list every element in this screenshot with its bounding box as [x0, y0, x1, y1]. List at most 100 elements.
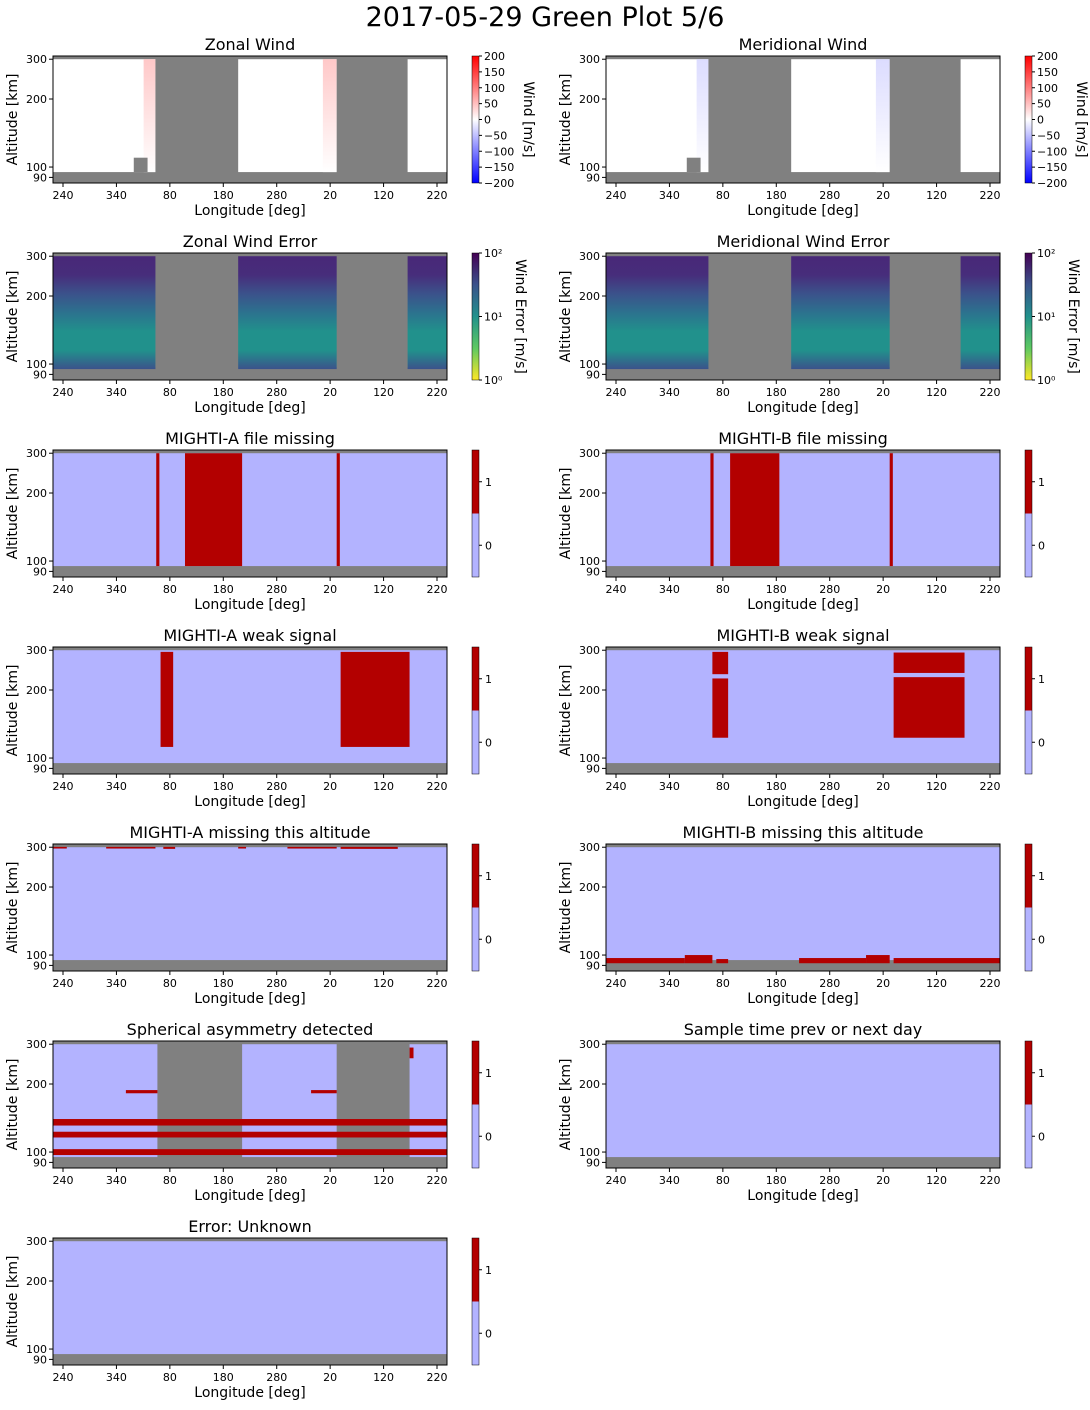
x-tick-label: 240 — [606, 386, 627, 399]
flag-region — [712, 651, 729, 675]
x-tick-label: 20 — [323, 780, 337, 793]
x-axis-label: Longitude [deg] — [194, 794, 305, 810]
colorbar-frame — [1024, 1040, 1033, 1169]
x-tick-label: 340 — [106, 1174, 127, 1187]
x-tick-label: 280 — [819, 977, 840, 990]
colorbar-frame — [1024, 843, 1033, 972]
x-tick-label: 240 — [53, 189, 74, 202]
x-tick-label: 20 — [876, 977, 890, 990]
x-tick-label: 340 — [106, 386, 127, 399]
wind-tint — [875, 59, 890, 173]
y-tick-label: 200 — [26, 1078, 47, 1091]
missing-column — [336, 253, 408, 380]
flag-region — [336, 453, 340, 567]
colorbar-tick-label: 10⁰ — [484, 374, 503, 387]
flag-region — [156, 453, 160, 567]
axes-frame — [52, 55, 448, 184]
x-tick-label: 220 — [980, 977, 1001, 990]
colorbar: 10² 10¹ 10⁰ Wind Error [m/s] — [471, 247, 528, 387]
flag-region — [409, 1047, 414, 1059]
colorbar-tick-label: −100 — [1037, 145, 1067, 158]
flag-region — [184, 453, 243, 567]
colorbar-tick-label: 0 — [485, 1130, 492, 1143]
y-axis-label: Altitude [km] — [5, 74, 21, 166]
flag-region — [893, 652, 965, 673]
x-tick-label: 80 — [716, 583, 730, 596]
flag-region — [163, 846, 176, 849]
x-tick-label: 280 — [819, 386, 840, 399]
y-tick-label: 200 — [26, 290, 47, 303]
colorbar-tick-label: 0 — [1037, 114, 1044, 127]
colorbar-tick-label: 1 — [485, 476, 492, 489]
colorbar-false — [472, 710, 479, 774]
axes-frame — [605, 252, 1001, 381]
x-tick-label: 180 — [213, 189, 234, 202]
y-tick-label: 300 — [579, 250, 600, 263]
colorbar: 10² 10¹ 10⁰ Wind Error [m/s] — [1024, 247, 1081, 387]
x-tick-label: 20 — [876, 386, 890, 399]
x-tick-label: 80 — [163, 386, 177, 399]
x-axis-label: Longitude [deg] — [747, 400, 858, 416]
x-tick-label: 280 — [819, 189, 840, 202]
colorbar-label: Wind [m/s] — [520, 81, 536, 157]
x-axis-label: Longitude [deg] — [747, 991, 858, 1007]
y-tick-label: 300 — [579, 53, 600, 66]
y-tick-label: 90 — [586, 959, 600, 972]
flag-region — [710, 453, 714, 567]
colorbar-false — [472, 1301, 479, 1365]
panel-mighti-a-missing-altitude: MIGHTI-A missing this altitude9010020030… — [5, 823, 492, 1007]
colorbar: 10 — [1024, 1040, 1045, 1169]
axes-frame — [52, 646, 448, 775]
missing-column — [889, 56, 961, 183]
x-tick-label: 280 — [266, 977, 287, 990]
x-tick-label: 180 — [213, 977, 234, 990]
y-tick-label: 300 — [26, 1038, 47, 1051]
y-tick-label: 100 — [26, 949, 47, 962]
y-axis-label: Altitude [km] — [5, 1256, 21, 1348]
x-tick-label: 340 — [659, 583, 680, 596]
x-tick-label: 220 — [980, 780, 1001, 793]
x-tick-label: 120 — [926, 189, 947, 202]
x-tick-label: 280 — [819, 1174, 840, 1187]
x-tick-label: 80 — [716, 386, 730, 399]
y-tick-label: 90 — [586, 565, 600, 578]
colorbar-tick-label: −150 — [484, 161, 514, 174]
flag-region — [160, 651, 174, 747]
y-tick-label: 300 — [579, 644, 600, 657]
y-tick-label: 100 — [579, 752, 600, 765]
x-tick-label: 80 — [716, 780, 730, 793]
x-tick-label: 80 — [163, 189, 177, 202]
colorbar-label: Wind [m/s] — [1073, 81, 1089, 157]
y-tick-label: 90 — [586, 171, 600, 184]
x-tick-label: 180 — [766, 780, 787, 793]
y-tick-label: 90 — [33, 1156, 47, 1169]
missing-column — [155, 253, 239, 380]
x-tick-label: 220 — [427, 780, 448, 793]
colorbar-frame — [471, 1237, 480, 1366]
missing-column — [336, 56, 408, 183]
x-tick-label: 340 — [659, 386, 680, 399]
x-tick-label: 240 — [606, 189, 627, 202]
flag-region — [53, 846, 67, 849]
x-axis-label: Longitude [deg] — [194, 1188, 305, 1204]
colorbar: 200 150 100 50 0 −50 −100 −150 −200 Wind [m/s] — [471, 50, 536, 190]
x-tick-label: 220 — [427, 386, 448, 399]
x-tick-label: 220 — [427, 583, 448, 596]
y-tick-label: 90 — [33, 368, 47, 381]
y-tick-label: 100 — [579, 358, 600, 371]
y-tick-label: 200 — [579, 93, 600, 106]
y-tick-label: 100 — [26, 555, 47, 568]
x-tick-label: 280 — [819, 780, 840, 793]
x-tick-label: 80 — [163, 977, 177, 990]
flag-region — [53, 1131, 447, 1138]
colorbar-tick-label: −50 — [484, 129, 507, 142]
x-tick-label: 280 — [266, 1174, 287, 1187]
missing-column — [708, 56, 792, 183]
x-tick-label: 220 — [427, 1174, 448, 1187]
flag-region — [340, 846, 398, 849]
colorbar-tick-label: 1 — [1038, 1067, 1045, 1080]
x-tick-label: 340 — [659, 977, 680, 990]
colorbar-tick-label: 0 — [485, 933, 492, 946]
y-tick-label: 90 — [586, 368, 600, 381]
